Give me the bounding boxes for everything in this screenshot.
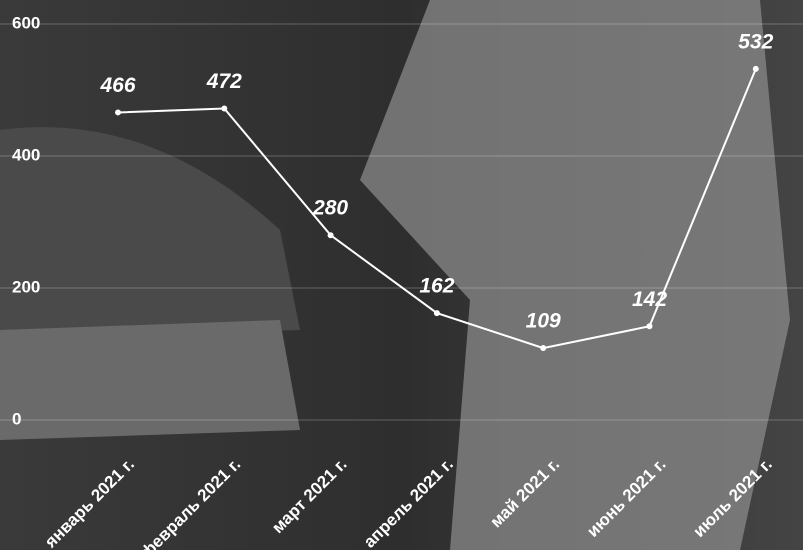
point	[646, 323, 653, 330]
value-label: 532	[738, 30, 773, 53]
value-label: 109	[526, 310, 561, 333]
y-tick-label: 200	[12, 277, 40, 296]
point	[433, 310, 440, 317]
point	[540, 345, 547, 352]
bg-figure	[360, 0, 790, 550]
bg-shape	[0, 127, 300, 341]
point	[327, 232, 334, 239]
point	[752, 65, 759, 72]
y-tick-label: 0	[12, 409, 21, 428]
value-label: 472	[206, 70, 242, 93]
value-label: 162	[419, 275, 454, 298]
value-label: 466	[99, 74, 135, 97]
point	[115, 109, 121, 116]
value-label: 142	[632, 288, 667, 311]
value-label: 280	[312, 197, 348, 220]
y-tick-label: 400	[12, 145, 40, 164]
bg-shape	[0, 320, 300, 440]
point	[221, 105, 228, 112]
y-tick-label: 600	[12, 13, 40, 32]
